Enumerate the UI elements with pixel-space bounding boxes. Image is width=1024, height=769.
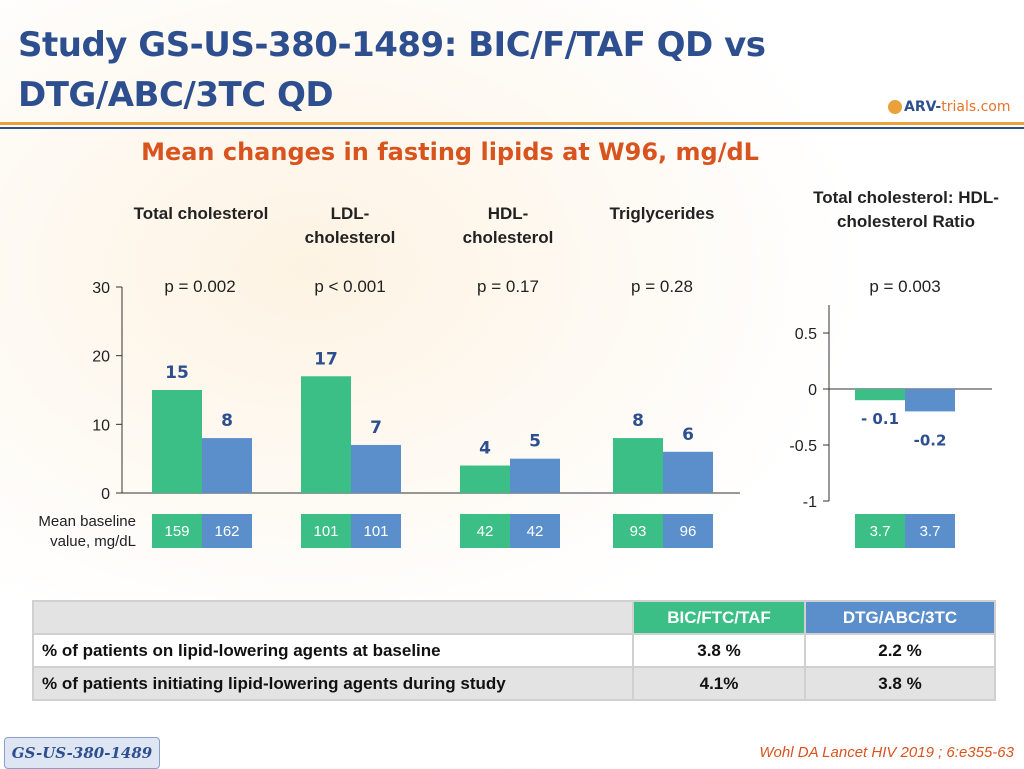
baseline-value: 93	[630, 523, 647, 540]
ratio-y-tick-label: 0	[808, 382, 817, 399]
bar	[510, 458, 560, 493]
table-row: % of patients initiating lipid-lowering …	[32, 666, 996, 701]
data-label: 6	[682, 425, 694, 445]
data-label: 5	[529, 432, 541, 452]
ratio-y-tick-label: 0.5	[795, 326, 817, 343]
category-label-ratio: Total cholesterol: HDL-cholesterol Ratio	[813, 188, 999, 231]
ratio-bar	[905, 389, 955, 412]
baseline-value: 162	[214, 523, 239, 540]
category-label-ldl: LDL-cholesterol	[304, 204, 396, 247]
logo-icon	[888, 100, 902, 114]
page-title: Study GS-US-380-1489: BIC/F/TAF QD vs DT…	[18, 25, 766, 115]
baseline-value: 96	[680, 523, 697, 540]
baseline-box	[613, 514, 663, 548]
bar	[301, 376, 351, 493]
bar	[460, 465, 510, 493]
table-header-blank	[32, 600, 634, 635]
ratio-baseline-box	[855, 514, 905, 548]
data-label: 7	[370, 418, 382, 438]
bar	[613, 438, 663, 493]
baseline-value: 101	[363, 523, 388, 540]
baseline-value: 101	[313, 523, 338, 540]
baseline-box	[301, 514, 351, 548]
table-cell: 4.1%	[632, 666, 806, 701]
table-cell: 3.8 %	[632, 633, 806, 668]
lipid-lowering-table: BIC/FTC/TAF DTG/ABC/3TC % of patients on…	[32, 600, 996, 701]
category-label-hdl: HDL-cholesterol	[462, 204, 554, 247]
y-tick-label: 20	[92, 349, 110, 366]
baseline-box	[663, 514, 713, 548]
citation: Wohl DA Lancet HIV 2019 ; 6:e355-63	[759, 744, 1014, 761]
table-header-dtg: DTG/ABC/3TC	[804, 600, 996, 635]
category-label-total-cholesterol: Total cholesterol	[133, 204, 269, 223]
ratio-data-label: - 0.1	[861, 410, 899, 428]
bar	[152, 390, 202, 493]
bar	[663, 451, 713, 493]
table-cell: 2.2 %	[804, 633, 996, 668]
pvalue-hdl: p = 0.17	[477, 277, 539, 296]
ratio-y-tick-label: -1	[803, 494, 817, 511]
baseline-box	[152, 514, 202, 548]
arv-trials-logo: ARV-trials.com	[888, 99, 1011, 119]
table-row: % of patients on lipid-lowering agents a…	[32, 633, 996, 668]
lipid-charts: 0 10 20 30 15 159 8 162 17 101 7 101 4 42 5 42 8 93 6 96 0.5…	[92, 280, 992, 548]
baseline-box	[510, 514, 560, 548]
y-tick-label: 30	[92, 280, 110, 297]
baseline-box	[351, 514, 401, 548]
data-label: 17	[314, 349, 338, 369]
data-label: 8	[632, 411, 644, 431]
header-rule-orange	[0, 122, 1024, 125]
table-header-bic: BIC/FTC/TAF	[632, 600, 806, 635]
data-label: 15	[165, 363, 189, 383]
data-label: 8	[221, 411, 233, 431]
pvalue-ratio: p = 0.003	[869, 277, 941, 296]
pvalue-total-cholesterol: p = 0.002	[164, 277, 236, 296]
ratio-bar	[855, 389, 905, 401]
y-tick-label: 0	[101, 486, 110, 503]
ratio-baseline-box	[905, 514, 955, 548]
y-tick-label: 10	[92, 417, 110, 434]
ratio-y-tick-label: -0.5	[789, 438, 817, 455]
bar	[202, 438, 252, 493]
baseline-value: 42	[527, 523, 544, 540]
table-cell: 3.8 %	[804, 666, 996, 701]
header-rule-blue	[0, 127, 1024, 129]
ratio-baseline-value: 3.7	[920, 523, 941, 540]
category-label-triglycerides: Triglycerides	[609, 204, 715, 223]
baseline-box	[202, 514, 252, 548]
baseline-label: Mean baseline value, mg/dL	[38, 513, 136, 550]
study-badge: GS-US-380-1489	[4, 737, 160, 769]
table-row-label: % of patients on lipid-lowering agents a…	[32, 633, 634, 668]
baseline-value: 42	[477, 523, 494, 540]
baseline-box	[460, 514, 510, 548]
data-label: 4	[479, 439, 491, 459]
bar	[351, 444, 401, 493]
ratio-baseline-value: 3.7	[870, 523, 891, 540]
ratio-data-label: -0.2	[914, 431, 947, 449]
pvalue-triglycerides: p = 0.28	[631, 277, 693, 296]
pvalue-ldl: p < 0.001	[314, 277, 386, 296]
chart-subtitle: Mean changes in fasting lipids at W96, m…	[141, 138, 759, 166]
baseline-value: 159	[164, 523, 189, 540]
table-row-label: % of patients initiating lipid-lowering …	[32, 666, 634, 701]
